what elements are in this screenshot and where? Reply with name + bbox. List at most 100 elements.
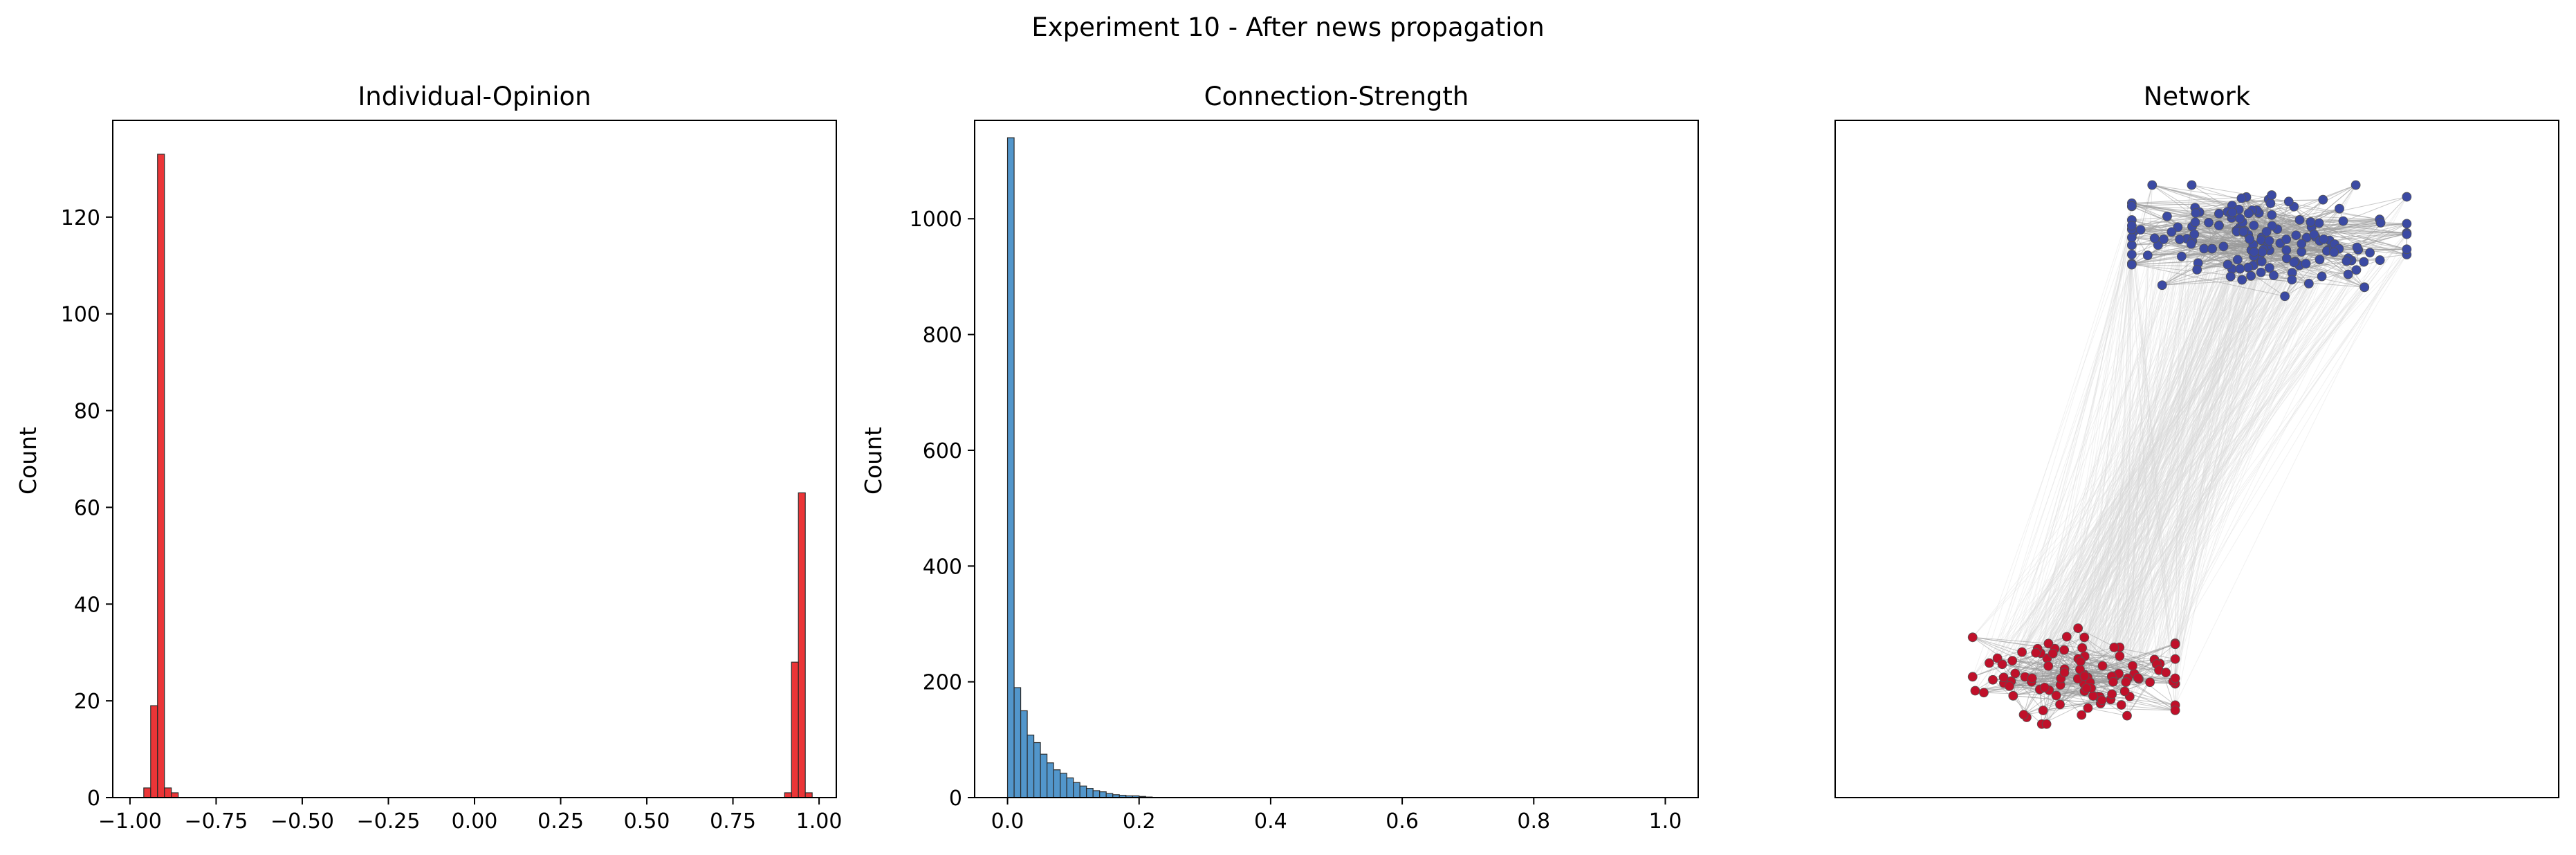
network-node-blue (2309, 230, 2319, 239)
network-inter-edge (2059, 259, 2238, 705)
network-inter-edge (2003, 230, 2245, 683)
network-node-blue (2289, 257, 2299, 268)
network-inter-edge (2079, 250, 2270, 670)
network-inter-edge (2173, 237, 2308, 682)
network-inter-edge (1972, 232, 2407, 677)
network-node-blue (2352, 242, 2362, 252)
network-inter-edge (2009, 237, 2133, 686)
network-inter-edge (2125, 283, 2310, 683)
network-inter-edge (2127, 257, 2349, 679)
network-inter-edge (2060, 251, 2302, 679)
network-inter-edge (2032, 249, 2329, 679)
network-inter-edge (2077, 214, 2232, 659)
network-inter-edge (2100, 261, 2261, 704)
network-node-red (1984, 658, 1994, 668)
network-inter-edge (2175, 210, 2253, 679)
network-node-red (2018, 710, 2029, 720)
network-inter-edge (2099, 249, 2329, 697)
strength-histogram-xtick-label: 0.4 (1254, 809, 1287, 834)
network-node-blue (2189, 229, 2200, 239)
network-inter-edge (2077, 209, 2240, 659)
network-inter-edge (2009, 276, 2322, 687)
network-node-red (2027, 673, 2037, 683)
network-graph-title: Network (2144, 82, 2251, 111)
network-node-blue (2287, 275, 2297, 285)
network-node-red (1988, 674, 1998, 685)
network-inter-edge (2113, 237, 2133, 647)
figure-suptitle: Experiment 10 - After news propagation (1031, 12, 1544, 42)
strength-histogram-bar (1060, 773, 1067, 798)
network-node-blue (2335, 203, 2344, 214)
network-inter-edge (2173, 222, 2243, 682)
network-inter-edge (2056, 219, 2380, 696)
network-inter-edge (2044, 276, 2232, 688)
network-node-blue (2177, 251, 2187, 261)
network-inter-edge (2089, 232, 2244, 683)
network-node-red (2007, 656, 2018, 666)
network-inter-edge (2118, 239, 2324, 674)
network-node-blue (2280, 291, 2290, 302)
network-inter-edge (2126, 228, 2133, 716)
network-inter-edge (1983, 279, 2243, 693)
network-node-blue (2199, 243, 2209, 254)
network-inter-edge (2087, 229, 2278, 678)
network-node-blue (2281, 253, 2292, 264)
network-inter-edge (2138, 255, 2149, 679)
network-node-red (2170, 705, 2180, 715)
network-inter-edge (2081, 254, 2261, 648)
network-inter-edge (2031, 234, 2407, 682)
network-inter-edge (2056, 203, 2133, 696)
opinion-histogram-ytick-label: 60 (74, 496, 100, 520)
strength-histogram-title: Connection-Strength (1204, 82, 1469, 111)
opinion-histogram-bar (171, 792, 179, 798)
network-node-red (2170, 654, 2180, 664)
network-inter-edge (2175, 252, 2263, 645)
network-intra-edge (2140, 217, 2232, 230)
network-node-blue (2375, 218, 2386, 228)
strength-histogram-bar (1092, 790, 1101, 798)
network-inter-edge (2087, 263, 2199, 678)
network-inter-edge (2092, 250, 2270, 697)
network-node-blue (2402, 219, 2412, 229)
network-node-blue (2147, 180, 2158, 190)
network-inter-edge (2175, 250, 2270, 643)
strength-histogram-bar (1066, 777, 1074, 798)
network-node-blue (2264, 236, 2274, 246)
network-inter-edge (2129, 249, 2407, 697)
network-inter-edge (2081, 262, 2294, 715)
network-inter-edge (2012, 203, 2271, 697)
network-inter-edge (2131, 264, 2176, 710)
network-inter-edge (2138, 261, 2261, 679)
network-inter-edge (2175, 185, 2192, 710)
network-intra-edge (2292, 272, 2365, 288)
network-inter-edge (2052, 243, 2302, 654)
network-node-red (2133, 672, 2143, 683)
network-inter-edge (2059, 252, 2263, 705)
network-inter-edge (2032, 225, 2220, 679)
network-inter-edge (2132, 279, 2292, 666)
network-inter-edge (2077, 276, 2232, 679)
network-node-blue (2297, 239, 2307, 249)
network-inter-edge (2111, 256, 2254, 677)
network-inter-edge (2059, 230, 2245, 705)
network-inter-edge (2064, 261, 2296, 670)
network-node-blue (2235, 264, 2245, 274)
network-inter-edge (1983, 239, 2180, 693)
network-inter-edge (2003, 239, 2287, 678)
network-inter-edge (2060, 230, 2245, 679)
network-inter-edge (2156, 237, 2263, 665)
network-inter-edge (2040, 260, 2352, 654)
network-node-blue (2126, 250, 2137, 259)
network-node-blue (2359, 282, 2369, 293)
network-inter-edge (2113, 185, 2192, 682)
opinion-histogram-xtick-label: 0.50 (624, 809, 670, 834)
network-inter-edge (2010, 213, 2220, 682)
network-inter-edge (2090, 246, 2224, 689)
network-inter-edge (2064, 248, 2205, 673)
strength-histogram-ytick-label: 400 (923, 555, 962, 579)
network-node-blue (2402, 244, 2412, 255)
strength-histogram-ytick-label: 200 (923, 671, 962, 695)
network-inter-edge (2083, 248, 2205, 684)
opinion-histogram-xtick-label: 1.00 (796, 809, 843, 834)
network-inter-edge (2032, 251, 2255, 679)
